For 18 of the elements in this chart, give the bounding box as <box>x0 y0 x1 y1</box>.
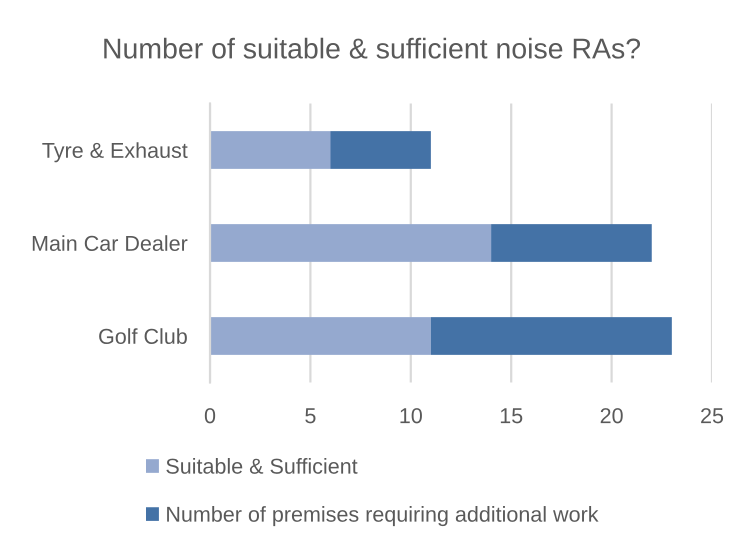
x-tick-label: 20 <box>600 408 623 424</box>
bar <box>210 131 330 169</box>
y-tick-label: Golf Club <box>99 328 187 344</box>
x-tick-label: 5 <box>305 408 316 424</box>
bar <box>210 224 492 262</box>
bar <box>430 317 672 355</box>
x-tick-label: 15 <box>500 408 522 424</box>
y-tick-label: Tyre & Exhaust <box>42 142 188 162</box>
y-tick-label: Main Car Dealer <box>32 235 188 252</box>
bar <box>330 131 431 169</box>
bar <box>210 317 431 355</box>
bar <box>491 224 652 262</box>
x-tick-label: 0 <box>204 408 216 424</box>
legend-label: Number of premises requiring additional work <box>167 506 599 526</box>
x-tick-label: 10 <box>400 408 422 424</box>
chart-title: Number of suitable & sufficient noise RAs? <box>104 38 640 59</box>
legend-label: Suitable & Sufficient <box>166 458 358 474</box>
x-tick-label: 25 <box>701 408 724 424</box>
